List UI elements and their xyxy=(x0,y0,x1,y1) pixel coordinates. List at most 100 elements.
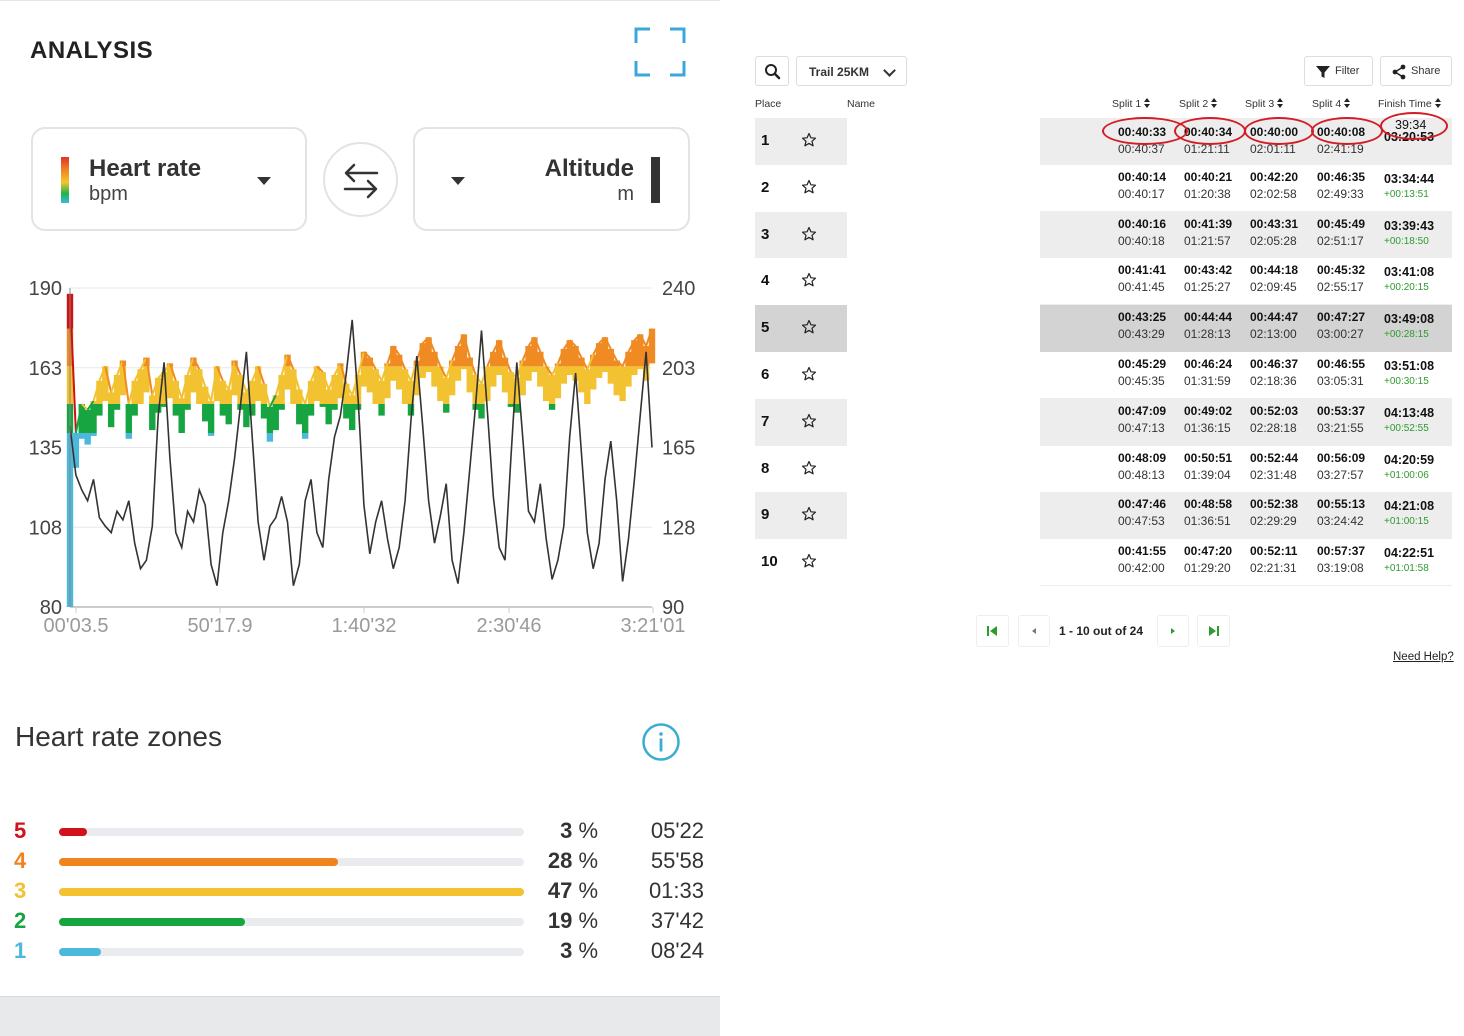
column-header-finish[interactable]: Finish Time xyxy=(1378,98,1442,110)
heart-rate-line-segment xyxy=(345,383,354,396)
heart-rate-bar xyxy=(507,372,515,404)
heart-rate-bar xyxy=(613,360,620,367)
fullscreen-icon[interactable] xyxy=(634,27,686,77)
heart-rate-bar xyxy=(307,380,315,404)
split-time: 00:56:09 xyxy=(1317,450,1366,465)
star-icon[interactable] xyxy=(801,319,817,335)
star-icon[interactable] xyxy=(801,366,817,382)
column-header-split2[interactable]: Split 2 xyxy=(1179,98,1218,110)
column-header-split3[interactable]: Split 3 xyxy=(1245,98,1284,110)
heart-rate-line-segment xyxy=(562,339,571,350)
split-time: 00:40:14 xyxy=(1118,169,1167,184)
zone-bar-track xyxy=(59,858,524,866)
left-metric-selector[interactable]: Heart rate bpm xyxy=(31,127,307,231)
x-tick-label: 2:30'46 xyxy=(477,615,542,637)
need-help-link[interactable]: Need Help? xyxy=(1393,651,1454,663)
info-icon[interactable] xyxy=(641,722,681,762)
heart-rate-line-segment xyxy=(598,336,606,344)
heart-rate-line-segment xyxy=(492,339,501,353)
first-page-button[interactable] xyxy=(976,615,1009,647)
heart-rate-bar xyxy=(513,377,520,404)
table-row[interactable]: 10 00:41:55 00:42:00 00:47:20 01:29:20 00:52:… xyxy=(755,539,1452,587)
table-row[interactable]: 5 00:43:25 00:43:29 00:44:44 01:28:13 00:44:4… xyxy=(755,305,1452,353)
filter-button[interactable]: Filter xyxy=(1304,56,1373,86)
splits-cell xyxy=(1040,164,1452,212)
prev-page-button[interactable] xyxy=(1018,615,1050,647)
star-icon[interactable] xyxy=(801,272,817,288)
split-cell: 00:46:37 02:18:36 xyxy=(1250,357,1298,388)
heart-rate-line-segment xyxy=(104,366,113,393)
right-metric-selector[interactable]: Altitude m xyxy=(413,127,690,231)
next-page-button[interactable] xyxy=(1157,615,1189,647)
table-row[interactable]: 4 00:41:41 00:41:45 00:43:42 01:25:27 00:44:1… xyxy=(755,258,1452,306)
last-page-button[interactable] xyxy=(1197,615,1230,647)
heart-rate-bar xyxy=(331,404,338,410)
x-tick-label: 50'17.9 xyxy=(188,615,253,637)
table-row[interactable]: 8 00:48:09 00:48:13 00:50:51 01:39:04 00:52:4… xyxy=(755,445,1452,493)
heart-rate-bar xyxy=(290,369,297,404)
heart-rate-bar xyxy=(407,380,415,404)
race-select[interactable]: Trail 25KM xyxy=(796,56,907,86)
x-tick-label: 1:40'32 xyxy=(332,615,397,637)
heart-rate-line-segment xyxy=(633,333,641,341)
heart-rate-line-segment xyxy=(609,348,618,361)
table-row[interactable]: 7 00:47:09 00:47:13 00:49:02 01:36:15 00:52:0… xyxy=(755,398,1452,446)
heart-rate-bar xyxy=(202,386,209,404)
search-button[interactable] xyxy=(755,56,789,86)
heart-rate-bar xyxy=(531,337,538,367)
star-icon[interactable] xyxy=(801,506,817,522)
heart-rate-bar xyxy=(243,404,250,428)
table-row[interactable]: 6 00:45:29 00:45:35 00:46:24 01:31:59 00:46:3… xyxy=(755,352,1452,399)
table-row[interactable]: 9 00:47:46 00:47:53 00:48:58 01:36:51 00:52:3… xyxy=(755,492,1452,540)
heart-rate-line-segment xyxy=(445,360,454,379)
heart-rate-bar xyxy=(537,366,544,387)
heart-rate-line-segment xyxy=(192,357,201,370)
star-icon[interactable] xyxy=(801,132,817,148)
finish-cell: 03:41:08 +00:20:15 xyxy=(1384,265,1434,293)
annotation-circle xyxy=(1174,117,1246,145)
split-time: 00:46:55 xyxy=(1317,357,1366,371)
star-icon[interactable] xyxy=(801,179,817,195)
heart-rate-bar xyxy=(149,395,156,404)
heart-rate-line-segment xyxy=(98,365,107,382)
table-row[interactable]: 3 00:40:16 00:40:18 00:41:39 01:21:57 00:43:3… xyxy=(755,211,1452,259)
star-icon[interactable] xyxy=(801,226,817,242)
split-cumulative: 02:49:33 xyxy=(1317,186,1364,201)
heart-rate-bar xyxy=(637,334,644,367)
star-icon[interactable] xyxy=(801,413,817,429)
finish-cell: 04:21:08 +01:00:15 xyxy=(1384,499,1434,527)
split-time: 00:41:41 xyxy=(1118,263,1167,278)
zone-bar-track xyxy=(59,948,524,956)
heart-rate-line-segment xyxy=(227,360,236,390)
split-cell: 00:43:42 01:25:27 xyxy=(1184,263,1232,294)
heart-rate-line-segment xyxy=(404,368,412,382)
heart-rate-line-segment xyxy=(216,365,224,382)
star-icon[interactable] xyxy=(801,460,817,476)
split-time: 00:40:21 xyxy=(1184,169,1233,184)
heart-rate-bar xyxy=(366,357,374,367)
star-icon[interactable] xyxy=(801,553,817,569)
table-row[interactable]: 2 00:40:14 00:40:17 00:40:21 01:20:38 00:42:2… xyxy=(755,164,1452,212)
swap-metrics-button[interactable] xyxy=(323,142,398,217)
heart-rate-line-segment xyxy=(333,362,342,376)
heart-rate-bar xyxy=(178,404,185,433)
heart-rate-bar xyxy=(566,366,573,375)
split-cumulative: 02:18:36 xyxy=(1250,374,1297,388)
split-cell: 00:47:46 00:47:53 xyxy=(1118,497,1166,528)
last-page-icon xyxy=(1209,626,1219,636)
column-header-split4[interactable]: Split 4 xyxy=(1312,98,1351,110)
analysis-chart[interactable]: 190 163 135 108 80 240 203 165 128 90 00'03.5 50'17… xyxy=(0,271,720,651)
heart-rate-line-segment xyxy=(592,342,600,356)
heart-rate-line-segment xyxy=(486,351,495,367)
left-panel-footer xyxy=(0,996,720,1036)
heart-rate-bar xyxy=(501,366,509,393)
share-button[interactable]: Share xyxy=(1380,56,1452,86)
split-cumulative: 00:42:00 xyxy=(1118,561,1165,576)
split-cumulative: 02:05:28 xyxy=(1250,233,1297,248)
heart-rate-bar xyxy=(425,366,432,373)
heart-rate-bar xyxy=(478,383,485,404)
split-time: 00:55:13 xyxy=(1317,497,1366,512)
finish-gap: +00:13:51 xyxy=(1384,188,1429,200)
heart-rate-line-segment xyxy=(198,368,207,387)
column-header-split1[interactable]: Split 1 xyxy=(1112,98,1151,110)
